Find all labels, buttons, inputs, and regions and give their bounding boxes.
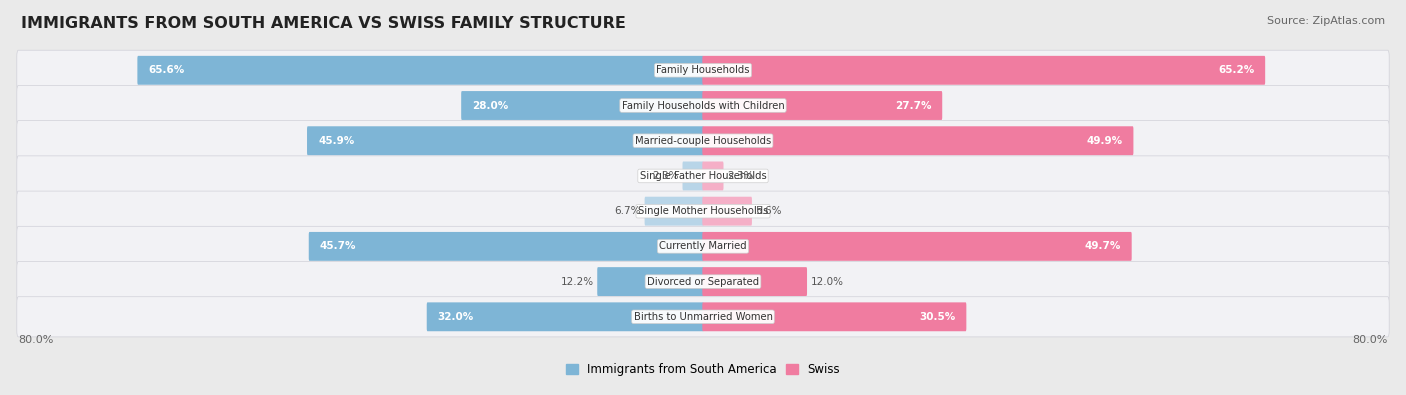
FancyBboxPatch shape <box>138 56 703 85</box>
Text: Births to Unmarried Women: Births to Unmarried Women <box>634 312 772 322</box>
Text: 12.2%: 12.2% <box>561 276 593 287</box>
FancyBboxPatch shape <box>703 162 724 190</box>
Text: 65.6%: 65.6% <box>149 65 184 75</box>
FancyBboxPatch shape <box>703 91 942 120</box>
Text: 2.3%: 2.3% <box>727 171 754 181</box>
Text: 45.9%: 45.9% <box>318 136 354 146</box>
FancyBboxPatch shape <box>644 197 703 226</box>
FancyBboxPatch shape <box>307 126 703 155</box>
Text: Family Households: Family Households <box>657 65 749 75</box>
FancyBboxPatch shape <box>17 85 1389 126</box>
Text: Married-couple Households: Married-couple Households <box>636 136 770 146</box>
FancyBboxPatch shape <box>17 191 1389 231</box>
FancyBboxPatch shape <box>17 261 1389 302</box>
FancyBboxPatch shape <box>682 162 703 190</box>
FancyBboxPatch shape <box>427 302 703 331</box>
FancyBboxPatch shape <box>17 50 1389 90</box>
Text: 5.6%: 5.6% <box>755 206 782 216</box>
Text: 2.3%: 2.3% <box>652 171 679 181</box>
Text: Single Mother Households: Single Mother Households <box>638 206 768 216</box>
Text: 49.7%: 49.7% <box>1084 241 1121 251</box>
FancyBboxPatch shape <box>461 91 703 120</box>
Text: IMMIGRANTS FROM SOUTH AMERICA VS SWISS FAMILY STRUCTURE: IMMIGRANTS FROM SOUTH AMERICA VS SWISS F… <box>21 16 626 31</box>
Text: 12.0%: 12.0% <box>811 276 844 287</box>
FancyBboxPatch shape <box>598 267 703 296</box>
Text: 28.0%: 28.0% <box>472 100 509 111</box>
FancyBboxPatch shape <box>703 302 966 331</box>
FancyBboxPatch shape <box>703 126 1133 155</box>
FancyBboxPatch shape <box>17 226 1389 267</box>
Text: Divorced or Separated: Divorced or Separated <box>647 276 759 287</box>
Text: 45.7%: 45.7% <box>319 241 356 251</box>
FancyBboxPatch shape <box>703 197 752 226</box>
Text: 32.0%: 32.0% <box>437 312 474 322</box>
Text: 30.5%: 30.5% <box>920 312 955 322</box>
Text: Source: ZipAtlas.com: Source: ZipAtlas.com <box>1267 16 1385 26</box>
Text: 65.2%: 65.2% <box>1218 65 1254 75</box>
Text: Currently Married: Currently Married <box>659 241 747 251</box>
FancyBboxPatch shape <box>703 56 1265 85</box>
Text: 27.7%: 27.7% <box>894 100 931 111</box>
FancyBboxPatch shape <box>17 156 1389 196</box>
FancyBboxPatch shape <box>703 232 1132 261</box>
Text: 6.7%: 6.7% <box>614 206 641 216</box>
Text: 80.0%: 80.0% <box>18 335 53 345</box>
FancyBboxPatch shape <box>17 297 1389 337</box>
FancyBboxPatch shape <box>703 267 807 296</box>
FancyBboxPatch shape <box>309 232 703 261</box>
Legend: Immigrants from South America, Swiss: Immigrants from South America, Swiss <box>561 358 845 380</box>
Text: Family Households with Children: Family Households with Children <box>621 100 785 111</box>
Text: 80.0%: 80.0% <box>1353 335 1388 345</box>
Text: Single Father Households: Single Father Households <box>640 171 766 181</box>
Text: 49.9%: 49.9% <box>1087 136 1122 146</box>
FancyBboxPatch shape <box>17 120 1389 161</box>
